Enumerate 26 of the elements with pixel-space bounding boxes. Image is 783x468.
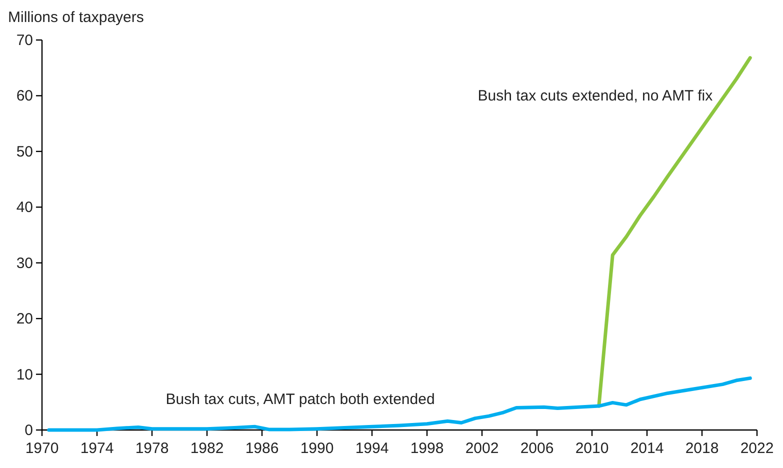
x-tick-label: 2014 [630, 440, 664, 457]
series-label: Bush tax cuts, AMT patch both extended [166, 391, 435, 408]
y-tick-label: 0 [24, 422, 33, 439]
y-tick-label: 70 [16, 32, 33, 49]
x-tick-label: 1982 [190, 440, 224, 457]
y-tick-label: 30 [16, 254, 33, 272]
y-tick-label: 50 [16, 143, 33, 160]
x-tick-label: 1978 [135, 440, 169, 457]
x-tick-label: 2002 [465, 440, 499, 457]
x-tick-label: 2022 [740, 440, 774, 457]
x-tick-label: 1990 [300, 440, 334, 457]
y-axis-title: Millions of taxpayers [8, 9, 144, 26]
series-label: Bush tax cuts extended, no AMT fix [478, 88, 714, 104]
y-tick-label: 20 [16, 310, 33, 328]
x-tick-label: 2006 [520, 440, 554, 457]
line-series [47, 376, 752, 432]
x-tick-label: 2018 [685, 440, 719, 457]
x-tick-label: 1970 [25, 440, 59, 457]
x-tick-label: 1986 [245, 440, 279, 457]
x-tick-label: 1974 [80, 440, 114, 457]
y-tick-label: 60 [16, 88, 33, 105]
x-tick-label: 1994 [355, 440, 389, 457]
x-tick-label: 2010 [575, 440, 609, 457]
y-tick-label: 40 [16, 199, 33, 216]
y-tick-label: 10 [16, 366, 33, 384]
x-tick-label: 1998 [410, 440, 444, 457]
